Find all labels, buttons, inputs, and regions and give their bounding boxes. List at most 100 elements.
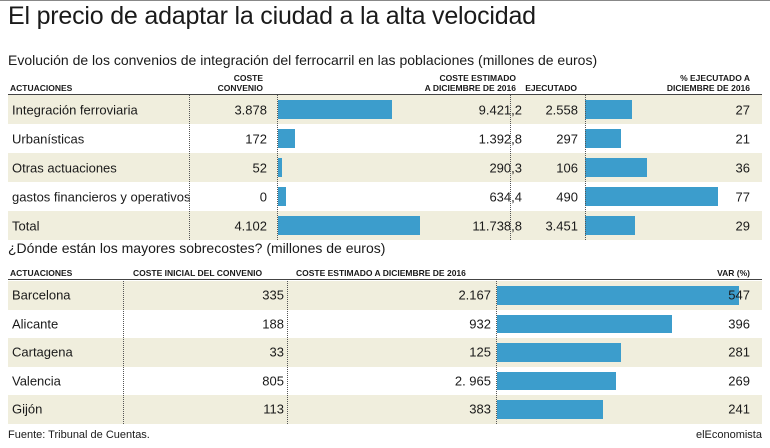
t1-header-coste-estimado: COSTE ESTIMADO A DICIEMBRE DE 2016	[380, 73, 516, 93]
t1-header-coste-convenio: COSTE CONVENIO	[200, 73, 263, 93]
t2-header-var: VAR (%)	[717, 268, 750, 278]
t2-bar-var	[497, 286, 739, 305]
t2-bar-var	[497, 371, 616, 390]
t2-row-inicial: 805	[262, 373, 284, 389]
t1-column-divider	[277, 95, 278, 240]
t2-row-label: Cartagena	[12, 344, 73, 360]
t2-row-inicial: 188	[262, 316, 284, 332]
t1-row-estimado: 9.421,2	[478, 102, 522, 117]
t1-header-coste-estimado-line1: COSTE ESTIMADO	[439, 73, 516, 83]
t1-row-pct: 77	[735, 189, 750, 204]
t1-header-coste-convenio-line2: CONVENIO	[217, 83, 263, 93]
t2-row-label: Alicante	[12, 316, 59, 332]
t1-row-pct: 29	[735, 218, 750, 233]
t1-row-pct: 36	[735, 160, 750, 175]
t2-row-label: Gijón	[12, 401, 43, 417]
top-rule	[0, 0, 770, 1]
t2-row-inicial: 113	[263, 401, 284, 417]
t1-header-rule	[8, 94, 762, 95]
t1-row-pct: 27	[735, 102, 750, 117]
t1-bar-pct	[585, 100, 632, 119]
t1-column-divider	[585, 95, 586, 240]
t2-row-label: Valencia	[12, 373, 61, 389]
t2-row-estimado: 932	[469, 316, 491, 332]
t1-bar-pct	[585, 158, 648, 177]
t1-row-coste: 0	[259, 189, 267, 204]
t2-row-estimado: 383	[469, 401, 491, 417]
t2-row-var: 269	[728, 373, 750, 389]
t2-row-var: 547	[728, 287, 750, 303]
table1-subtitle: Evolución de los convenios de integració…	[8, 52, 598, 68]
t2-header-coste-estimado: COSTE ESTIMADO A DICIEMBRE DE 2016	[296, 268, 466, 278]
t1-bar-estimado	[278, 187, 286, 206]
t2-row-label: Barcelona	[12, 287, 71, 303]
t1-row-estimado: 1.392,8	[478, 131, 522, 146]
t1-row: Otras actuaciones 52 290,3 106 36	[8, 153, 762, 182]
t1-row-coste: 172	[245, 131, 267, 146]
t1-row-label: Total	[12, 218, 40, 233]
t2-row-var: 281	[728, 344, 750, 360]
t1-header-coste-convenio-line1: COSTE	[233, 73, 263, 83]
t1-row-estimado: 290,3	[489, 160, 522, 175]
t2-row-estimado: 2. 965	[454, 373, 491, 389]
t1-bar-estimado	[278, 216, 420, 235]
t1-row-label: Urbanísticas	[12, 131, 85, 146]
t2-row: Cartagena 33 125 281	[8, 338, 762, 367]
t1-header-coste-estimado-line2: A DICIEMBRE DE 2016	[424, 83, 516, 93]
t2-row-estimado: 125	[469, 344, 491, 360]
t1-row-label: gastos financieros y operativos	[12, 189, 191, 204]
t1-row-ejecutado: 2.558	[545, 102, 578, 117]
t1-row-estimado: 634,4	[489, 189, 522, 204]
t1-bar-pct	[585, 129, 622, 148]
t1-row-coste: 52	[252, 160, 267, 175]
t1-bar-estimado	[278, 100, 392, 119]
t1-row-coste: 4.102	[234, 218, 267, 233]
t1-bar-pct	[585, 187, 719, 206]
t2-column-divider	[123, 281, 124, 424]
t2-header-actuaciones: ACTUACIONES	[10, 268, 73, 278]
t1-bar-estimado	[278, 158, 282, 177]
t1-bar-estimado	[278, 129, 295, 148]
t1-column-divider	[510, 95, 511, 240]
t1-row-estimado: 11.738,8	[472, 218, 522, 233]
t1-row-ejecutado: 106	[556, 160, 578, 175]
t2-row: Barcelona 335 2.167 547	[8, 281, 762, 310]
t2-bar-var	[497, 314, 672, 333]
t1-row-ejecutado: 297	[556, 131, 578, 146]
page-title: El precio de adaptar la ciudad a la alta…	[8, 2, 536, 30]
t2-row-var: 241	[728, 401, 750, 417]
source-note: Fuente: Tribunal de Cuentas.	[8, 429, 150, 441]
t1-header-ejecutado: EJECUTADO	[525, 83, 577, 93]
t1-header-pct-line2: DICIEMBRE DE 2016	[666, 83, 750, 93]
t1-row: gastos financieros y operativos 0 634,4 490…	[8, 182, 762, 211]
t1-row: Total 4.102 11.738,8 3.451 29	[8, 211, 762, 240]
t2-column-divider	[496, 281, 497, 424]
t2-row-inicial: 33	[269, 344, 284, 360]
t2-row: Valencia 805 2. 965 269	[8, 367, 762, 396]
t1-header-actuaciones: ACTUACIONES	[10, 83, 73, 93]
brand-logo: elEconomista	[695, 429, 762, 441]
t1-row: Urbanísticas 172 1.392,8 297 21	[8, 124, 762, 153]
t1-header-pct-line1: % EJECUTADO A	[680, 73, 750, 83]
t1-row-coste: 3.878	[234, 102, 267, 117]
t2-header-rule	[8, 279, 762, 280]
t1-row-label: Integración ferroviaria	[12, 102, 138, 117]
t2-bar-var	[497, 343, 622, 362]
t2-row-estimado: 2.167	[458, 287, 491, 303]
t2-bar-var	[497, 400, 604, 419]
t2-row-var: 396	[728, 316, 750, 332]
t2-row: Alicante 188 932 396	[8, 310, 762, 339]
t2-column-divider	[287, 281, 288, 424]
t1-row: Integración ferroviaria 3.878 9.421,2 2.558…	[8, 95, 762, 124]
table2-subtitle: ¿Dónde están los mayores sobrecostes? (m…	[8, 240, 386, 256]
t1-header-pct: % EJECUTADO A DICIEMBRE DE 2016	[640, 73, 750, 93]
t2-row: Gijón 113 383 241	[8, 395, 762, 424]
t1-bar-pct	[585, 216, 636, 235]
t1-row-label: Otras actuaciones	[12, 160, 117, 175]
t1-row-ejecutado: 490	[556, 189, 578, 204]
t2-header-coste-inicial: COSTE INICIAL DEL CONVENIO	[133, 268, 263, 278]
t1-row-pct: 21	[735, 131, 750, 146]
t2-row-inicial: 335	[262, 287, 284, 303]
t1-column-divider	[189, 95, 190, 240]
t1-row-ejecutado: 3.451	[545, 218, 578, 233]
